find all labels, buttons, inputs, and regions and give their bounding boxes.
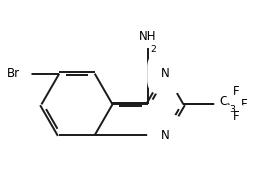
Text: 3: 3 xyxy=(229,105,235,114)
Text: F: F xyxy=(233,85,239,98)
Text: Br: Br xyxy=(7,67,20,80)
Text: CF: CF xyxy=(219,95,234,108)
Text: N: N xyxy=(161,67,170,80)
Text: 2: 2 xyxy=(151,45,157,54)
Text: NH: NH xyxy=(139,30,157,43)
Text: F: F xyxy=(241,98,247,111)
Text: F: F xyxy=(233,110,239,123)
Text: N: N xyxy=(161,129,170,142)
